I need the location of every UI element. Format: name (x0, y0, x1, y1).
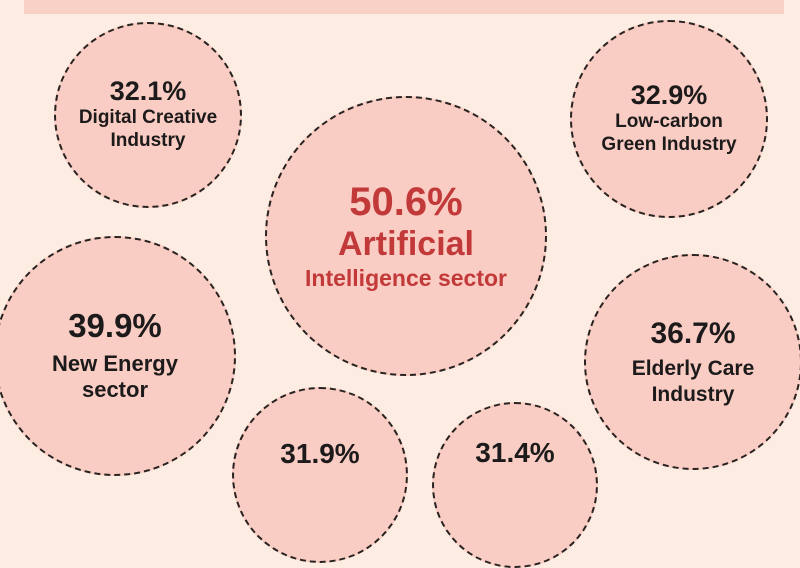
bubble-new-energy: 39.9% New Energy sector (0, 236, 236, 476)
bubble-label: sector (81, 377, 149, 403)
bubble-percent: 39.9% (68, 307, 162, 345)
bubble-label: Artificial (337, 224, 475, 263)
bubble-elderly-care: 36.7% Elderly Care Industry (584, 254, 800, 470)
bubble-percent: 31.9% (280, 438, 360, 469)
bubble-percent: 32.9% (630, 80, 708, 111)
bubble-percent: 32.1% (109, 76, 187, 107)
bubble-label: New Energy (52, 350, 178, 376)
bubble-percent: 36.7% (650, 317, 736, 351)
bubble-label: Digital Creative (78, 107, 218, 129)
bubble-percent: 31.4% (475, 437, 555, 468)
bubble-bottom-left: 31.9% (232, 387, 408, 563)
bubble-label: Green Industry (601, 133, 737, 155)
bubble-label: Intelligence sector (305, 264, 507, 291)
bubble-label: Low-carbon (615, 111, 723, 133)
header-banner (24, 0, 784, 14)
bubble-label: Industry (110, 129, 186, 151)
bubble-bottom-right: 31.4% (432, 402, 598, 568)
bubble-low-carbon: 32.9% Low-carbon Green Industry (570, 20, 768, 218)
bubble-label: Elderly Care (631, 357, 755, 381)
bubble-label: Industry (651, 382, 735, 406)
bubble-digital-creative: 32.1% Digital Creative Industry (54, 22, 242, 208)
bubble-percent: 50.6% (349, 179, 463, 224)
bubble-artificial-intelligence: 50.6% Artificial Intelligence sector (265, 96, 547, 376)
